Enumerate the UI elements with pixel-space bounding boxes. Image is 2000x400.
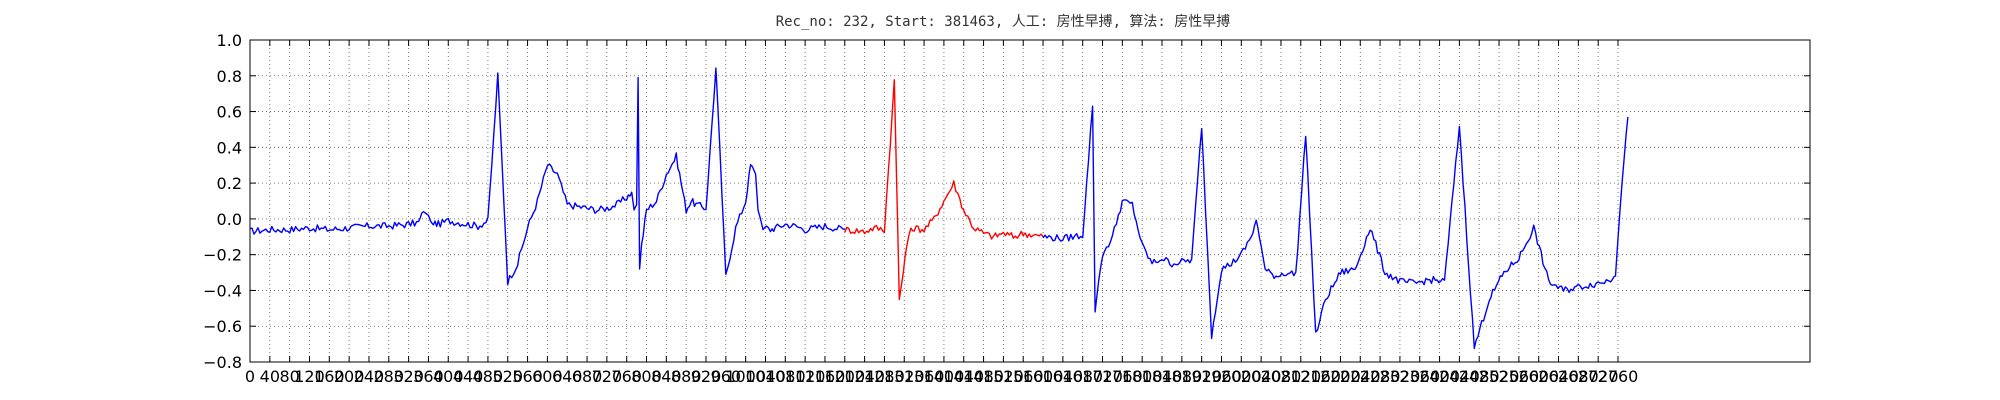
x-tick-label: 2120: [1280, 367, 1321, 386]
x-tick-label: 720: [592, 367, 623, 386]
x-tick-label: 2400: [1419, 367, 1460, 386]
x-tick-label: 480: [473, 367, 504, 386]
series-lines: [249, 67, 1629, 350]
x-tick-label: 2280: [1360, 367, 1401, 386]
x-tick-label: 1240: [844, 367, 885, 386]
x-tick-label: 680: [572, 367, 603, 386]
series-line: [249, 67, 846, 286]
y-tick-label: 0.2: [217, 174, 242, 193]
x-tick-label: 400: [433, 367, 464, 386]
x-tick-label: 2480: [1459, 367, 1500, 386]
x-tick-label: 2360: [1399, 367, 1440, 386]
x-tick-label: 1680: [1062, 367, 1103, 386]
x-tick-label: 1520: [983, 367, 1024, 386]
x-tick-label: 560: [512, 367, 543, 386]
x-tick-label: 2160: [1300, 367, 1341, 386]
y-tick-label: 0.0: [217, 210, 242, 229]
x-tick-label: 240: [354, 367, 385, 386]
tick-marks: [249, 39, 1810, 363]
x-tick-label: 2240: [1340, 367, 1381, 386]
x-tick-label: 1000: [725, 367, 766, 386]
x-tick-label: 2440: [1439, 367, 1480, 386]
x-tick-label: 1800: [1122, 367, 1163, 386]
x-tick-label: 1720: [1082, 367, 1123, 386]
x-tick-label: 1560: [1003, 367, 1044, 386]
x-tick-label: 2080: [1261, 367, 1302, 386]
x-tick-label: 2720: [1578, 367, 1619, 386]
x-tick-label: 440: [453, 367, 484, 386]
x-tick-label: 2760: [1598, 367, 1639, 386]
x-tick-label: 1400: [924, 367, 965, 386]
series-line-highlight: [844, 79, 1044, 301]
x-tick-label: 1480: [963, 367, 1004, 386]
y-tick-label: 0.4: [217, 138, 242, 157]
x-tick-label: 200: [334, 367, 365, 386]
x-tick-label: 1600: [1023, 367, 1064, 386]
x-tick-label: 2200: [1320, 367, 1361, 386]
x-tick-label: 120: [294, 367, 325, 386]
x-tick-label: 2560: [1499, 367, 1540, 386]
x-tick-label: 600: [532, 367, 563, 386]
x-tick-label: 1160: [805, 367, 846, 386]
x-tick-label: 2680: [1558, 367, 1599, 386]
x-tick-label: 1760: [1102, 367, 1143, 386]
x-tick-label: 2520: [1479, 367, 1520, 386]
x-tick-label: 520: [492, 367, 523, 386]
x-tick-label: 760: [611, 367, 642, 386]
x-tick-label: 280: [374, 367, 405, 386]
x-tick-label: 1840: [1142, 367, 1183, 386]
grid-lines: [250, 40, 1810, 362]
x-tick-label: 2640: [1538, 367, 1579, 386]
x-tick-label: 1960: [1201, 367, 1242, 386]
x-tick-label: 1080: [765, 367, 806, 386]
x-tick-label: 1280: [864, 367, 905, 386]
x-tick-labels: 0 40 8012016020024028032036040044048052056…: [245, 367, 1638, 386]
x-tick-label: 1040: [745, 367, 786, 386]
x-tick-label: 1360: [904, 367, 945, 386]
x-tick-label: 1640: [1043, 367, 1084, 386]
x-tick-label: 960: [711, 367, 742, 386]
x-tick-label: 2600: [1518, 367, 1559, 386]
x-tick-label: 880: [671, 367, 702, 386]
x-tick-label: 1200: [824, 367, 865, 386]
x-tick-label: 840: [651, 367, 682, 386]
y-tick-label: 1.0: [217, 31, 242, 50]
y-tick-label: −0.2: [203, 246, 242, 265]
x-tick-label: 800: [631, 367, 662, 386]
y-tick-label: 0.6: [217, 103, 242, 122]
x-tick-label: 0: [245, 367, 255, 386]
y-tick-label: −0.6: [203, 317, 242, 336]
x-tick-label: 2320: [1380, 367, 1421, 386]
x-tick-label: 1320: [884, 367, 925, 386]
x-tick-label: 1920: [1181, 367, 1222, 386]
x-tick-label: 360: [413, 367, 444, 386]
x-tick-label: 80: [279, 367, 299, 386]
y-tick-label: −0.8: [203, 353, 242, 372]
y-tick-labels: 1.0 0.8 0.6 0.4 0.2 0.0 −0.2 −0.4 −0.6 −0.8: [203, 31, 242, 372]
x-tick-label: 1880: [1161, 367, 1202, 386]
x-tick-label: 1440: [943, 367, 984, 386]
plot-frame: [249, 39, 1811, 363]
x-tick-label: 1120: [785, 367, 826, 386]
x-tick-label: 2000: [1221, 367, 1262, 386]
x-tick-label: 160: [314, 367, 345, 386]
chart-title: Rec_no: 232, Start: 381463, 人工: 房性早搏, 算法…: [776, 13, 1231, 30]
x-tick-label: 640: [552, 367, 583, 386]
x-tick-label: 40: [260, 367, 280, 386]
x-tick-label: 2040: [1241, 367, 1282, 386]
series-line: [1042, 105, 1629, 350]
y-tick-label: 0.8: [217, 67, 242, 86]
x-tick-label: 320: [393, 367, 424, 386]
y-tick-label: −0.4: [203, 281, 242, 300]
x-tick-label: 920: [691, 367, 722, 386]
